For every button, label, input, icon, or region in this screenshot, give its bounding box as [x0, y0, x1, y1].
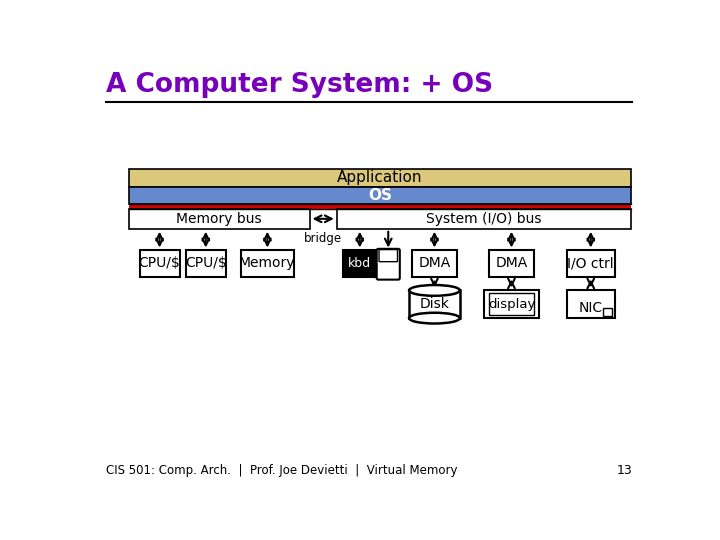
Bar [186, 251, 226, 276]
Text: Disk: Disk [420, 297, 449, 311]
Bar [241, 251, 294, 276]
Bar [412, 251, 456, 276]
Text: display: display [487, 298, 535, 310]
Text: 13: 13 [616, 464, 632, 477]
Bar [489, 251, 534, 276]
Text: A Computer System: + OS: A Computer System: + OS [106, 72, 492, 98]
Bar [489, 294, 534, 315]
Bar [567, 291, 615, 318]
Text: NIC: NIC [579, 301, 603, 315]
Text: kbd: kbd [348, 257, 372, 270]
Text: Application: Application [337, 171, 423, 186]
Text: DMA: DMA [495, 256, 528, 271]
Text: CPU/$: CPU/$ [139, 256, 181, 271]
Text: CIS 501: Comp. Arch.  |  Prof. Joe Devietti  |  Virtual Memory: CIS 501: Comp. Arch. | Prof. Joe Deviett… [106, 464, 457, 477]
Bar [129, 187, 631, 204]
Text: CPU/$: CPU/$ [185, 256, 227, 271]
Ellipse shape [409, 285, 460, 296]
Ellipse shape [409, 313, 460, 323]
Bar [129, 204, 631, 209]
Bar [409, 291, 460, 318]
Text: System (I/O) bus: System (I/O) bus [426, 212, 541, 226]
Bar [337, 209, 631, 229]
Bar [484, 291, 539, 318]
Bar [129, 168, 631, 187]
Bar [140, 251, 179, 276]
FancyBboxPatch shape [377, 249, 400, 280]
Bar [603, 308, 612, 316]
FancyBboxPatch shape [379, 249, 397, 262]
Text: OS: OS [368, 188, 392, 203]
Text: Memory: Memory [239, 256, 296, 271]
Text: Memory bus: Memory bus [176, 212, 262, 226]
Text: bridge: bridge [304, 232, 342, 245]
Bar [343, 251, 377, 276]
Text: DMA: DMA [418, 256, 451, 271]
Bar [129, 209, 310, 229]
Text: I/O ctrl: I/O ctrl [567, 256, 614, 271]
Bar [567, 251, 615, 276]
